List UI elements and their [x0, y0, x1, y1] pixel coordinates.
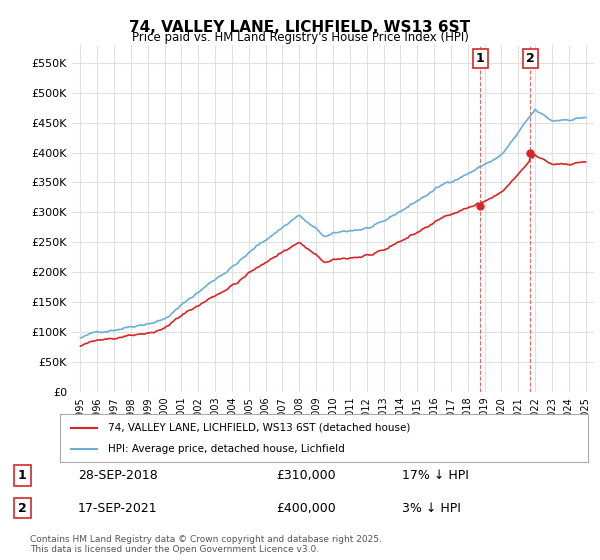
Text: £400,000: £400,000 [276, 502, 336, 515]
Text: £310,000: £310,000 [276, 469, 335, 482]
Text: 74, VALLEY LANE, LICHFIELD, WS13 6ST (detached house): 74, VALLEY LANE, LICHFIELD, WS13 6ST (de… [107, 423, 410, 433]
Text: 2: 2 [526, 52, 535, 65]
Text: HPI: Average price, detached house, Lichfield: HPI: Average price, detached house, Lich… [107, 444, 344, 454]
Text: Price paid vs. HM Land Registry's House Price Index (HPI): Price paid vs. HM Land Registry's House … [131, 31, 469, 44]
Text: Contains HM Land Registry data © Crown copyright and database right 2025.
This d: Contains HM Land Registry data © Crown c… [30, 535, 382, 554]
Text: 17% ↓ HPI: 17% ↓ HPI [402, 469, 469, 482]
Text: 17-SEP-2021: 17-SEP-2021 [78, 502, 158, 515]
Text: 1: 1 [476, 52, 485, 65]
Text: 1: 1 [18, 469, 27, 482]
Text: 2: 2 [18, 502, 27, 515]
Text: 3% ↓ HPI: 3% ↓ HPI [402, 502, 461, 515]
Text: 74, VALLEY LANE, LICHFIELD, WS13 6ST: 74, VALLEY LANE, LICHFIELD, WS13 6ST [130, 20, 470, 35]
Text: 28-SEP-2018: 28-SEP-2018 [78, 469, 158, 482]
